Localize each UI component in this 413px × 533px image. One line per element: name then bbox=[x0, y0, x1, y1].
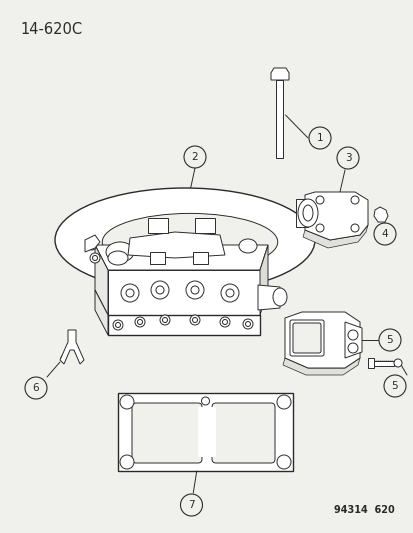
Bar bbox=[147, 218, 168, 233]
Text: 2: 2 bbox=[191, 152, 198, 162]
Circle shape bbox=[92, 255, 97, 261]
Polygon shape bbox=[257, 285, 279, 310]
Circle shape bbox=[135, 317, 145, 327]
Circle shape bbox=[113, 320, 123, 330]
Circle shape bbox=[126, 289, 134, 297]
Circle shape bbox=[190, 286, 199, 294]
Circle shape bbox=[393, 359, 401, 367]
Polygon shape bbox=[60, 330, 84, 364]
Circle shape bbox=[242, 319, 252, 329]
Text: 5: 5 bbox=[391, 381, 397, 391]
Polygon shape bbox=[302, 225, 367, 248]
Circle shape bbox=[115, 322, 120, 327]
FancyBboxPatch shape bbox=[292, 323, 320, 353]
FancyBboxPatch shape bbox=[211, 403, 274, 463]
Text: 3: 3 bbox=[344, 153, 351, 163]
Text: 5: 5 bbox=[386, 335, 392, 345]
Circle shape bbox=[162, 318, 167, 322]
Polygon shape bbox=[95, 290, 108, 335]
Circle shape bbox=[137, 319, 142, 325]
Bar bbox=[197, 407, 216, 457]
FancyBboxPatch shape bbox=[132, 403, 202, 463]
Circle shape bbox=[121, 284, 139, 302]
Bar bbox=[373, 360, 393, 366]
Circle shape bbox=[347, 330, 357, 340]
Circle shape bbox=[120, 395, 134, 409]
Circle shape bbox=[120, 455, 134, 469]
Polygon shape bbox=[95, 245, 267, 270]
Circle shape bbox=[315, 224, 323, 232]
Circle shape bbox=[350, 196, 358, 204]
Circle shape bbox=[156, 286, 164, 294]
Polygon shape bbox=[108, 315, 259, 335]
Text: 14-620C: 14-620C bbox=[20, 22, 82, 37]
Circle shape bbox=[219, 317, 230, 327]
Text: 7: 7 bbox=[188, 500, 195, 510]
Polygon shape bbox=[284, 312, 359, 368]
Ellipse shape bbox=[108, 251, 128, 265]
Ellipse shape bbox=[55, 188, 314, 292]
Circle shape bbox=[347, 343, 357, 353]
Bar bbox=[118, 393, 292, 471]
Polygon shape bbox=[95, 245, 108, 315]
Polygon shape bbox=[344, 322, 361, 358]
Bar bbox=[295, 199, 307, 227]
Ellipse shape bbox=[106, 242, 134, 262]
Polygon shape bbox=[108, 270, 259, 315]
Circle shape bbox=[276, 395, 290, 409]
Text: 1: 1 bbox=[316, 133, 323, 143]
Circle shape bbox=[315, 196, 323, 204]
Ellipse shape bbox=[272, 288, 286, 306]
Ellipse shape bbox=[102, 213, 277, 271]
Ellipse shape bbox=[297, 199, 317, 227]
Circle shape bbox=[201, 397, 209, 405]
Polygon shape bbox=[128, 232, 224, 258]
Circle shape bbox=[350, 224, 358, 232]
Text: 6: 6 bbox=[33, 383, 39, 393]
Polygon shape bbox=[259, 245, 267, 315]
Text: 4: 4 bbox=[381, 229, 387, 239]
Polygon shape bbox=[282, 358, 359, 375]
FancyBboxPatch shape bbox=[289, 320, 323, 356]
Circle shape bbox=[245, 321, 250, 327]
Bar bbox=[276, 80, 283, 158]
Text: 94314  620: 94314 620 bbox=[333, 505, 394, 515]
Circle shape bbox=[89, 243, 94, 247]
Ellipse shape bbox=[302, 205, 312, 221]
Circle shape bbox=[151, 281, 169, 299]
Circle shape bbox=[192, 318, 197, 322]
Polygon shape bbox=[304, 192, 367, 240]
Circle shape bbox=[222, 319, 227, 325]
Circle shape bbox=[276, 455, 290, 469]
Bar bbox=[150, 252, 165, 264]
Circle shape bbox=[225, 289, 233, 297]
Circle shape bbox=[185, 281, 204, 299]
Circle shape bbox=[159, 315, 170, 325]
Polygon shape bbox=[373, 207, 387, 222]
Polygon shape bbox=[367, 358, 373, 368]
Ellipse shape bbox=[238, 239, 256, 253]
Circle shape bbox=[87, 240, 97, 250]
Polygon shape bbox=[271, 68, 288, 80]
Circle shape bbox=[190, 315, 199, 325]
Circle shape bbox=[221, 284, 238, 302]
Bar bbox=[192, 252, 207, 264]
Bar bbox=[195, 218, 214, 233]
Circle shape bbox=[90, 253, 100, 263]
Polygon shape bbox=[85, 235, 100, 252]
